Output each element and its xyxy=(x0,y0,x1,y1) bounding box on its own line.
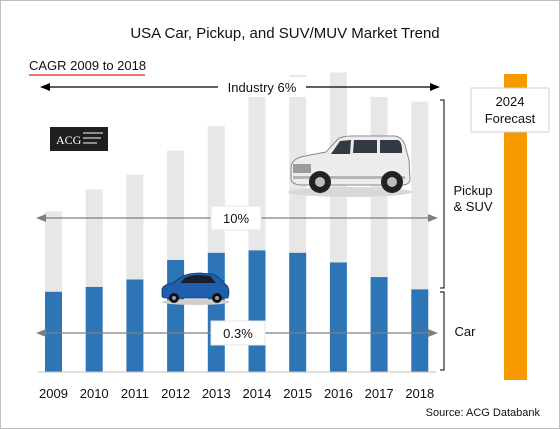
suv-illustration xyxy=(288,135,412,197)
cagr-label: CAGR 2009 to 2018 xyxy=(29,58,146,73)
bar-pickup-suv-2011 xyxy=(126,174,144,280)
pickup-suv-bracket: Pickup & SUV xyxy=(440,99,493,289)
acg-logo: ACG xyxy=(50,127,108,151)
x-tick-2012: 2012 xyxy=(161,386,190,401)
chart-title: USA Car, Pickup, and SUV/MUV Market Tren… xyxy=(130,25,439,42)
x-tick-2018: 2018 xyxy=(405,386,434,401)
car-growth-label: 0.3% xyxy=(223,326,253,341)
x-tick-2016: 2016 xyxy=(324,386,353,401)
forecast-label-line2: Forecast xyxy=(485,111,536,126)
bar-pickup-suv-2010 xyxy=(85,189,103,287)
x-tick-2010: 2010 xyxy=(80,386,109,401)
industry-arrow: Industry 6% xyxy=(40,77,440,97)
industry-growth-label: Industry 6% xyxy=(228,80,297,95)
car-growth-arrow: 0.3% xyxy=(36,320,438,346)
car-side-label: Car xyxy=(455,324,477,339)
pickup-suv-growth-label: 10% xyxy=(223,211,249,226)
x-tick-2017: 2017 xyxy=(365,386,394,401)
forecast-label-line1: 2024 xyxy=(496,94,525,109)
x-tick-2009: 2009 xyxy=(39,386,68,401)
bar-pickup-suv-2018 xyxy=(411,101,429,290)
x-tick-2015: 2015 xyxy=(283,386,312,401)
bar-car-2018 xyxy=(411,289,429,372)
pickup-suv-label-line1: Pickup xyxy=(453,183,492,198)
bar-car-2013 xyxy=(207,252,225,372)
bar-pickup-suv-2009 xyxy=(45,211,62,292)
bar-pickup-suv-2013 xyxy=(207,126,225,253)
bar-car-2016 xyxy=(329,262,347,372)
sedan-illustration xyxy=(161,272,230,305)
x-tick-labels: 2009 2010 2011 2012 2013 2014 2015 2016 2017 2018 xyxy=(39,386,434,401)
x-tick-2013: 2013 xyxy=(202,386,231,401)
source-note: Source: ACG Databank xyxy=(426,407,541,419)
bar-car-2009 xyxy=(45,291,62,372)
car-bracket: Car xyxy=(440,291,477,371)
logo-text: ACG xyxy=(56,133,82,147)
bar-car-2017 xyxy=(370,277,388,372)
bar-car-2014 xyxy=(248,250,266,372)
bar-car-2010 xyxy=(85,286,103,372)
x-tick-2014: 2014 xyxy=(243,386,272,401)
bar-car-2011 xyxy=(126,279,144,372)
bar-car-2015 xyxy=(289,252,307,372)
pickup-suv-growth-arrow: 10% xyxy=(36,205,438,231)
x-tick-2011: 2011 xyxy=(121,386,149,401)
bar-pickup-suv-2012 xyxy=(167,150,185,260)
forecast-bar xyxy=(504,74,527,380)
pickup-suv-label-line2: & SUV xyxy=(453,199,492,214)
forecast-label-box xyxy=(470,87,550,133)
